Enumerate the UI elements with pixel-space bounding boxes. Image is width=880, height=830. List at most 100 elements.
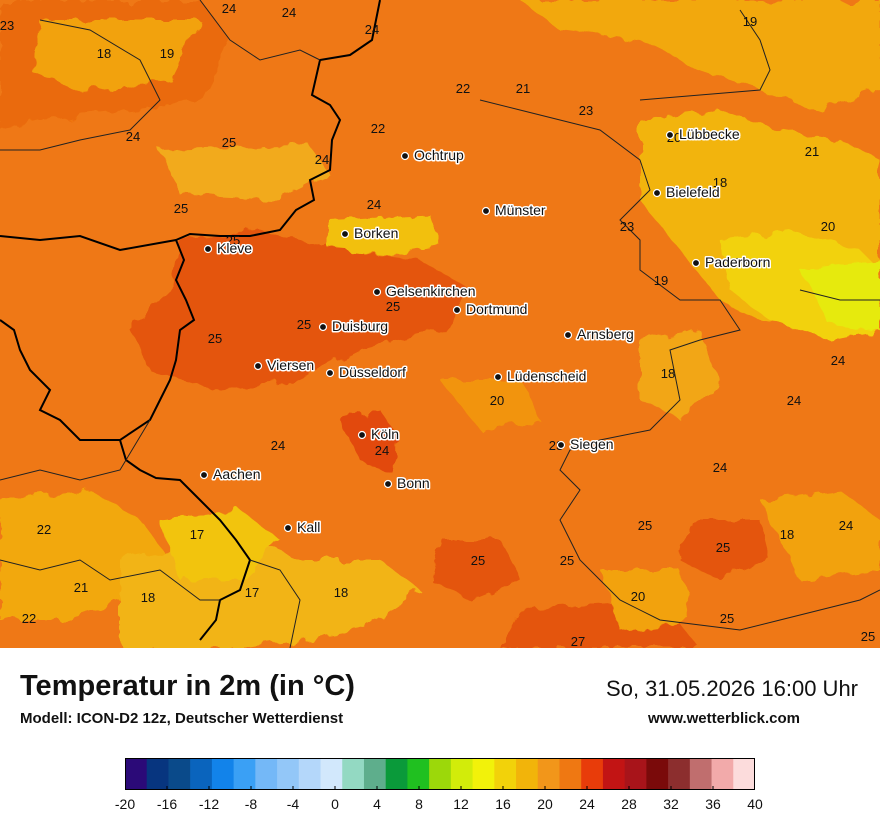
- city-marker: Düsseldorf: [325, 363, 408, 382]
- temperature-value: 21: [805, 144, 819, 159]
- city-dot: [665, 130, 675, 140]
- legend-tick-label: 20: [537, 796, 553, 812]
- legend-swatch: [602, 758, 626, 790]
- temperature-value: 25: [471, 553, 485, 568]
- city-dot: [357, 430, 367, 440]
- legend-swatch: [668, 758, 691, 790]
- temperature-value: 22: [37, 522, 51, 537]
- temperature-values: 24 24 23 24 19 18 19 22 21 23 22 24 25 20 21 24 18 24 25 23…: [0, 1, 875, 648]
- temperature-value: 19: [160, 46, 174, 61]
- website-link[interactable]: www.wetterblick.com: [648, 710, 800, 727]
- city-marker: Bonn: [383, 474, 431, 493]
- legend-swatch: [125, 758, 148, 790]
- temperature-value: 24: [315, 152, 329, 167]
- city-dot: [325, 368, 335, 378]
- temperature-value: 25: [386, 299, 400, 314]
- temperature-value: 25: [297, 317, 311, 332]
- map-footer: Temperatur in 2m (in °C) Modell: ICON-D2…: [0, 648, 880, 830]
- city-marker: Gelsenkirchen: [372, 282, 477, 301]
- legend-swatch: [711, 758, 734, 790]
- temperature-map: 24 24 23 24 19 18 19 22 21 23 22 24 25 20 21 24 18 24 25 23…: [0, 0, 880, 648]
- legend-swatch: [494, 758, 517, 790]
- city-marker: Borken: [340, 224, 400, 243]
- city-label: Kall: [297, 519, 320, 535]
- temperature-value: 25: [720, 611, 734, 626]
- city-label: Arnsberg: [577, 326, 634, 342]
- city-dot: [199, 470, 209, 480]
- city-dot: [372, 287, 382, 297]
- temperature-value: 22: [22, 611, 36, 626]
- legend-border: [125, 758, 755, 790]
- temperature-value: 20: [490, 393, 504, 408]
- legend-swatch: [472, 758, 495, 790]
- temperature-value: 16: [734, 255, 748, 270]
- legend-tick-label: 28: [621, 796, 637, 812]
- city-dot: [400, 151, 410, 161]
- city-marker: Münster: [481, 201, 547, 220]
- city-marker: Bielefeld: [652, 183, 721, 202]
- temperature-value: 27: [571, 634, 585, 648]
- temperature-value: 24: [713, 460, 727, 475]
- legend-swatch: [537, 758, 560, 790]
- legend-swatch: [559, 758, 582, 790]
- city-dot: [652, 188, 662, 198]
- temperature-value: 20: [821, 219, 835, 234]
- temperature-value: 24: [839, 518, 853, 533]
- legend-swatch: [363, 758, 387, 790]
- city-marker: Ochtrup: [400, 146, 466, 165]
- city-label: Köln: [371, 426, 399, 442]
- temperature-value: 24: [271, 438, 285, 453]
- city-label: Dortmund: [466, 301, 527, 317]
- city-label: Aachen: [213, 466, 260, 482]
- legend-swatch: [385, 758, 408, 790]
- temperature-value: 17: [190, 527, 204, 542]
- temperature-field: [0, 0, 880, 648]
- legend-tick-label: -20: [114, 796, 136, 812]
- city-marker: Paderborn: [691, 253, 772, 272]
- city-dot: [556, 440, 566, 450]
- city-label: Lübbecke: [679, 126, 740, 142]
- temperature-value: 18: [713, 175, 727, 190]
- temperature-value: 23: [0, 18, 14, 33]
- legend-swatch: [233, 758, 256, 790]
- temperature-value: 24: [365, 22, 379, 37]
- temperature-value: 25: [208, 331, 222, 346]
- city-label: Paderborn: [705, 254, 770, 270]
- city-dot: [203, 244, 213, 254]
- model-info: Modell: ICON-D2 12z, Deutscher Wetterdie…: [20, 710, 344, 727]
- temperature-value: 24: [787, 393, 801, 408]
- temperature-value: 21: [516, 81, 530, 96]
- legend-swatch: [689, 758, 713, 790]
- city-dot: [691, 258, 701, 268]
- temperature-value: 19: [743, 14, 757, 29]
- legend-tick-label: 12: [453, 796, 469, 812]
- city-marker: Arnsberg: [563, 325, 635, 344]
- legend-tick-label: 0: [331, 796, 339, 812]
- city-label: Viersen: [267, 357, 314, 373]
- city-dot: [563, 330, 573, 340]
- city-marker: Kleve: [203, 239, 254, 258]
- legend-tick-label: -12: [198, 796, 220, 812]
- city-marker: Viersen: [253, 356, 316, 375]
- temperature-value: 18: [334, 585, 348, 600]
- state-borders: [0, 0, 880, 648]
- temperature-value: 22: [371, 121, 385, 136]
- chart-title: Temperatur in 2m (in °C): [20, 670, 355, 702]
- city-dot: [340, 229, 350, 239]
- legend-swatch: [277, 758, 300, 790]
- city-marker: Köln: [357, 425, 401, 444]
- temperature-value: 25: [174, 201, 188, 216]
- legend-swatch: [342, 758, 365, 790]
- legend-tick-label: 8: [415, 796, 423, 812]
- city-marker: Siegen: [556, 435, 615, 454]
- temperature-value: 25: [222, 135, 236, 150]
- legend-tick-label: 4: [373, 796, 381, 812]
- legend-tick-label: -4: [286, 796, 300, 812]
- legend-tick-label: 36: [705, 796, 721, 812]
- temperature-value: 18: [141, 590, 155, 605]
- city-label: Bielefeld: [666, 184, 720, 200]
- city-dot: [493, 372, 503, 382]
- city-label: Siegen: [570, 436, 614, 452]
- color-legend: [125, 758, 755, 790]
- temperature-value: 25: [716, 540, 730, 555]
